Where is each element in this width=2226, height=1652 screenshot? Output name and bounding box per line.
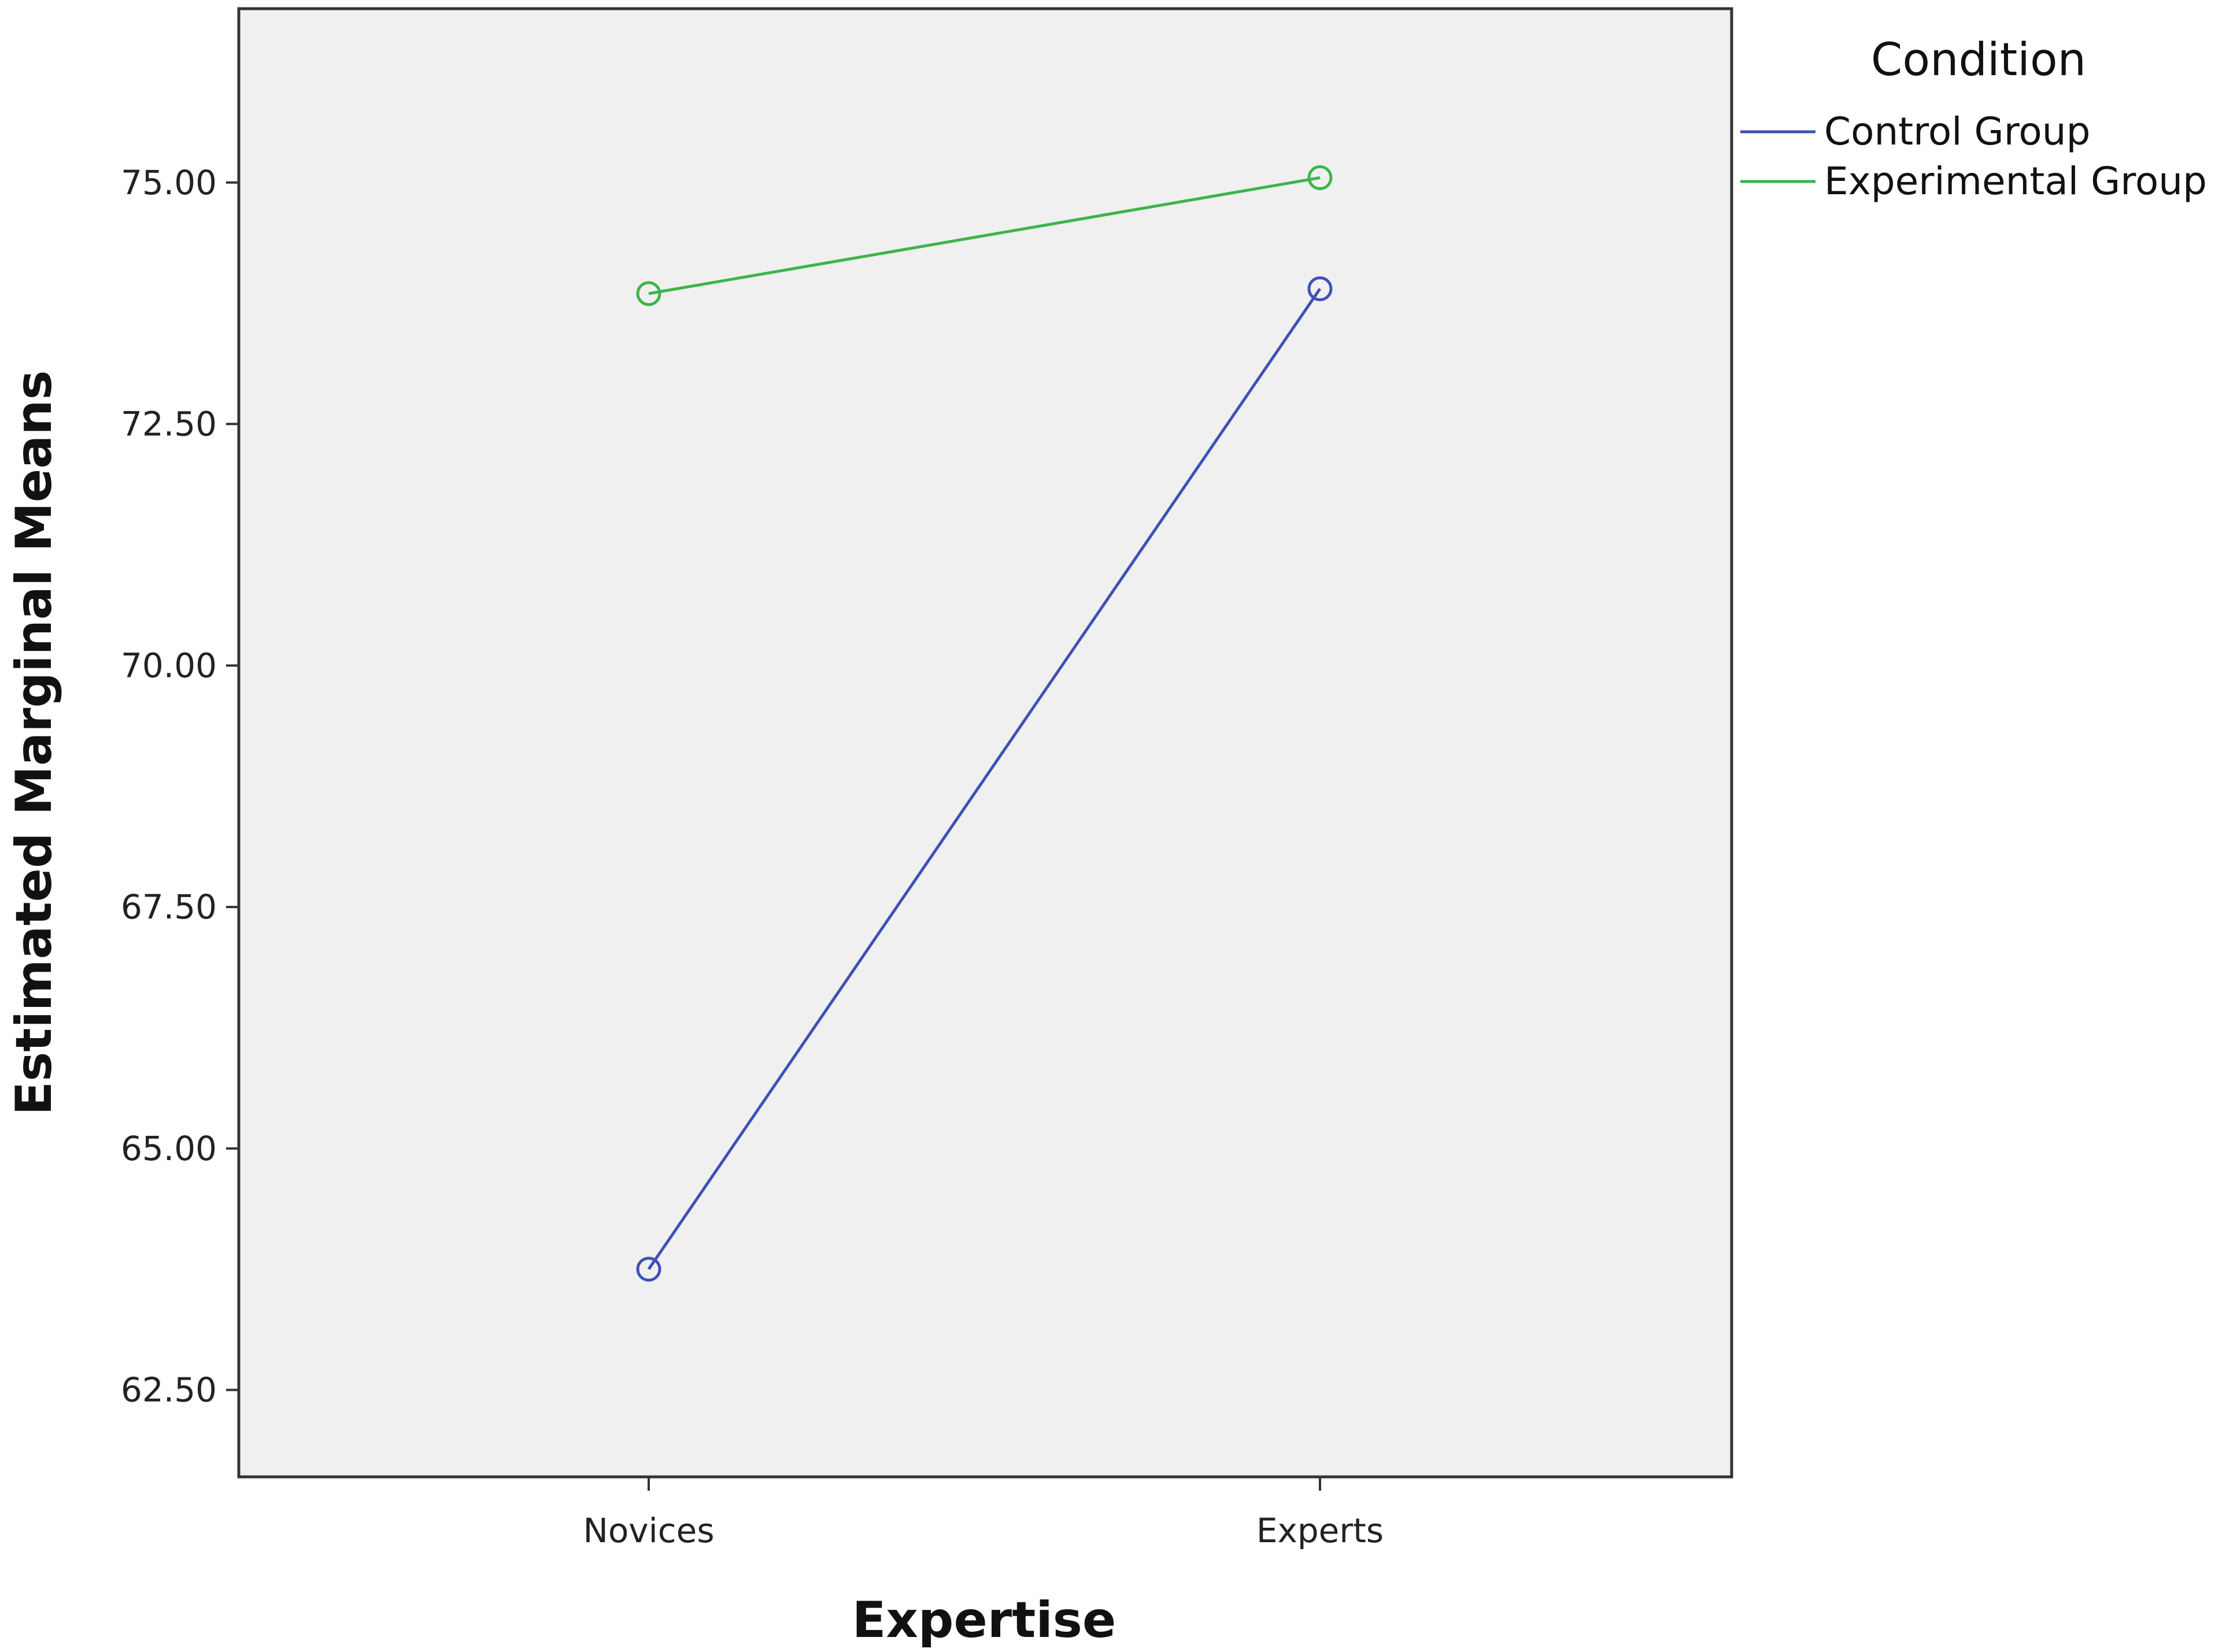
series-line	[648, 176, 1321, 295]
x-axis-title: Expertise	[852, 1591, 1116, 1649]
y-tick-label: 62.50	[121, 1371, 217, 1410]
legend-title: Condition	[1871, 34, 2086, 86]
data-point	[636, 1257, 661, 1282]
x-axis: Novices Experts	[583, 1477, 1384, 1550]
y-tick-label: 67.50	[121, 887, 217, 927]
x-tick-label: Experts	[1256, 1511, 1384, 1550]
data-point	[636, 281, 661, 306]
y-tick-label: 72.50	[121, 405, 217, 444]
x-tick-label: Novices	[583, 1511, 714, 1550]
y-tick-label: 70.00	[121, 646, 217, 685]
series-line	[647, 288, 1322, 1271]
data-point	[1307, 165, 1333, 190]
legend-label: Experimental Group	[1824, 159, 2207, 203]
y-axis: 62.50 65.00 67.50 70.00 72.50 75.00	[121, 163, 239, 1410]
y-tick-label: 75.00	[121, 163, 217, 202]
series-layer	[636, 165, 1333, 1282]
legend: Condition Control Group Experimental Grou…	[1740, 34, 2207, 203]
plot-area	[237, 7, 1733, 1479]
data-point	[1307, 276, 1333, 302]
legend-label: Control Group	[1824, 109, 2091, 154]
y-axis-title: Estimated Marginal Means	[5, 370, 63, 1115]
y-tick-label: 65.00	[121, 1129, 217, 1168]
